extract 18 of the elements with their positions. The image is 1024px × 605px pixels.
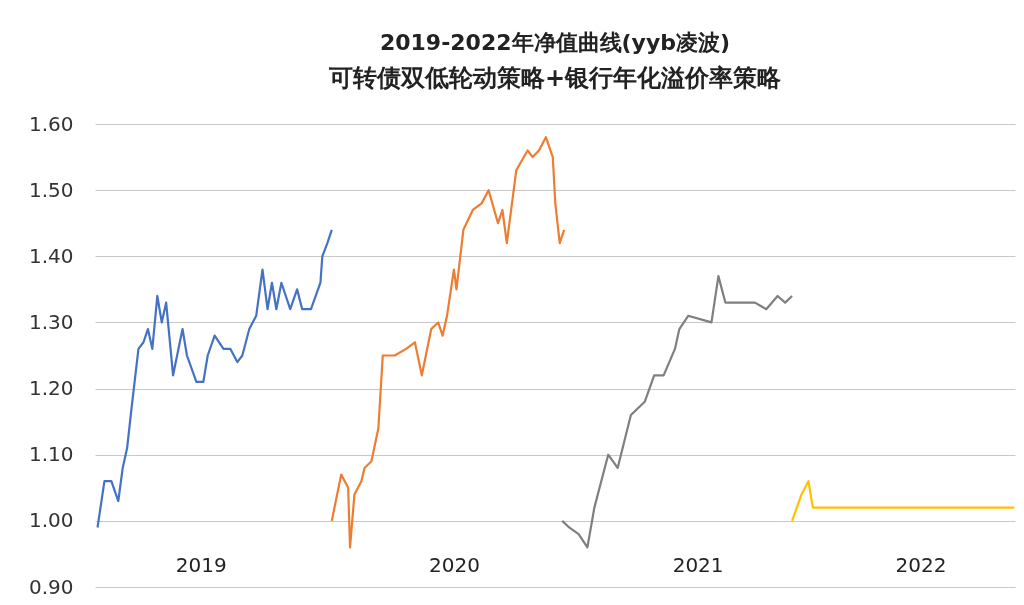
x-tick-label: 2021: [672, 552, 724, 577]
x-tick-label: 2019: [175, 552, 227, 577]
chart-title: 2019-2022年净值曲线(yyb凌波): [379, 30, 731, 55]
line-series: [330, 136, 566, 549]
line-series: [96, 228, 333, 529]
y-tick-label: 1.30: [28, 309, 74, 334]
y-tick-label: 0.90: [28, 574, 74, 599]
x-tick-label: 2020: [428, 552, 480, 577]
line-series: [790, 480, 1015, 522]
y-tick-label: 1.00: [28, 508, 74, 533]
y-tick-label: 1.10: [28, 442, 74, 467]
line-series: [561, 275, 794, 549]
y-tick-label: 1.40: [28, 243, 74, 268]
x-tick-label: 2022: [895, 552, 947, 577]
chart-subtitle: 可转债双低轮动策略+银行年化溢价率策略: [327, 64, 783, 92]
y-tick-label: 1.60: [28, 111, 74, 136]
y-tick-label: 1.50: [28, 177, 74, 202]
y-tick-label: 1.20: [28, 376, 74, 401]
